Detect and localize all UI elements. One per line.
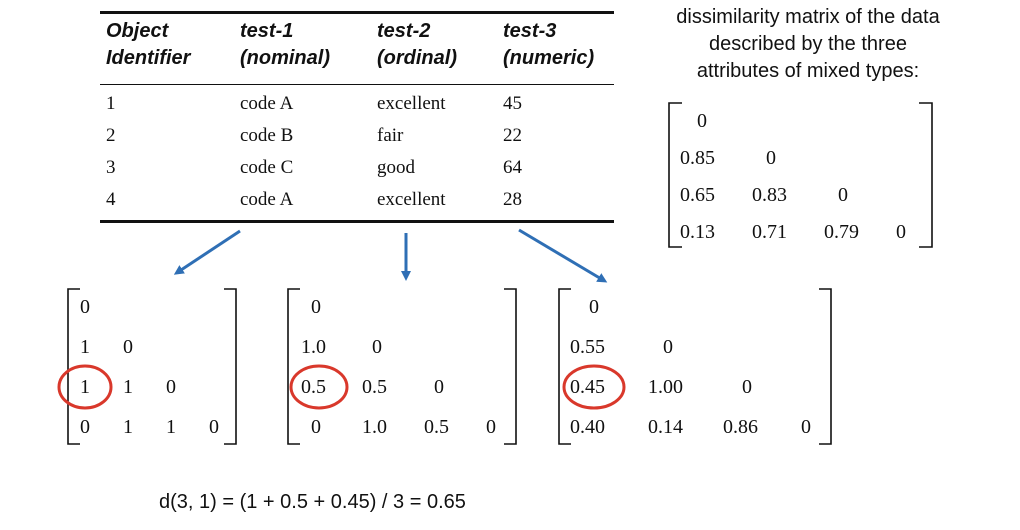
ordinal-matrix-entry: 0 — [372, 336, 382, 358]
nominal-matrix-entry: 0 — [209, 416, 219, 438]
overall-matrix-entry: 0.79 — [824, 221, 859, 243]
ordinal-matrix-entry: 0 — [311, 296, 321, 318]
table-cell: excellent — [377, 189, 446, 210]
numeric-matrix-entry: 0.40 — [570, 416, 605, 438]
ordinal-matrix-entry: 1.0 — [301, 336, 326, 358]
nominal-matrix-right-bracket — [224, 288, 237, 445]
overall-matrix-caption: dissimilarity matrix of the data describ… — [676, 6, 940, 82]
overall-matrix-entry: 0.13 — [680, 221, 715, 243]
overall-matrix-entry: 0.71 — [752, 221, 787, 243]
ordinal-matrix-entry: 0 — [311, 416, 321, 438]
table-cell: fair — [377, 125, 404, 146]
table-cell: 22 — [503, 125, 522, 146]
table-cell: 3 — [106, 157, 116, 178]
numeric-matrix-left-bracket — [558, 288, 571, 445]
ordinal-matrix-entry: 0 — [434, 376, 444, 398]
numeric-matrix-entry: 0 — [663, 336, 673, 358]
table-cell: code A — [240, 93, 294, 114]
nominal-matrix-entry: 0 — [166, 376, 176, 398]
table-header-rule — [100, 84, 614, 85]
overall-matrix-left-bracket — [668, 102, 682, 248]
arrow-to-nominal — [173, 229, 241, 275]
overall-matrix-entry: 0.85 — [680, 147, 715, 169]
table-cell: good — [377, 157, 415, 178]
table-cell: 2 — [106, 125, 116, 146]
numeric-matrix-entry: 1.00 — [648, 376, 683, 398]
nominal-matrix-entry: 0 — [80, 296, 90, 318]
overall-matrix-entry: 0 — [838, 184, 848, 206]
header-test-3: test-3 (numeric) — [503, 20, 595, 69]
overall-matrix-entry: 0.65 — [680, 184, 715, 206]
numeric-matrix-entry: 0.55 — [570, 336, 605, 358]
highlight-circle-ordinal — [289, 364, 349, 410]
table-cell: 4 — [106, 189, 116, 210]
table-bottom-rule — [100, 220, 614, 223]
numeric-matrix-entry: 0 — [589, 296, 599, 318]
nominal-matrix-entry: 1 — [123, 376, 133, 398]
nominal-matrix-entry: 1 — [80, 336, 90, 358]
table-top-rule — [100, 11, 614, 14]
numeric-matrix-entry: 0 — [801, 416, 811, 438]
overall-matrix-entry: 0 — [766, 147, 776, 169]
table-cell: code A — [240, 189, 294, 210]
header-test-2: test-2 (ordinal) — [377, 20, 457, 69]
nominal-matrix-entry: 0 — [123, 336, 133, 358]
nominal-matrix-entry: 1 — [123, 416, 133, 438]
numeric-matrix-entry: 0.14 — [648, 416, 683, 438]
numeric-matrix-right-bracket — [819, 288, 832, 445]
ordinal-matrix-entry: 0.5 — [301, 376, 326, 398]
nominal-matrix-left-bracket — [67, 288, 80, 445]
arrow-to-numeric — [518, 228, 608, 283]
overall-matrix-entry: 0 — [697, 110, 707, 132]
numeric-matrix-entry: 0 — [742, 376, 752, 398]
highlight-circle-nominal — [57, 364, 113, 410]
combined-dissimilarity-formula: d(3, 1) = (1 + 0.5 + 0.45) / 3 = 0.65 — [159, 491, 466, 513]
numeric-matrix-entry: 0.86 — [723, 416, 758, 438]
table-cell: 45 — [503, 93, 522, 114]
overall-matrix-entry: 0.83 — [752, 184, 787, 206]
table-cell: excellent — [377, 93, 446, 114]
ordinal-matrix-entry: 0.5 — [362, 376, 387, 398]
nominal-matrix-entry: 0 — [80, 416, 90, 438]
ordinal-matrix-entry: 0.5 — [424, 416, 449, 438]
overall-matrix-right-bracket — [919, 102, 933, 248]
ordinal-matrix-left-bracket — [287, 288, 300, 445]
ordinal-matrix-entry: 0 — [486, 416, 496, 438]
numeric-matrix-entry: 0.45 — [570, 376, 605, 398]
overall-matrix-entry: 0 — [896, 221, 906, 243]
table-cell: 28 — [503, 189, 522, 210]
header-test-1: test-1 (nominal) — [240, 20, 330, 69]
ordinal-matrix-entry: 1.0 — [362, 416, 387, 438]
highlight-circle-numeric — [562, 364, 626, 410]
table-cell: code B — [240, 125, 294, 146]
table-cell: 64 — [503, 157, 522, 178]
nominal-matrix-entry: 1 — [80, 376, 90, 398]
ordinal-matrix-right-bracket — [504, 288, 517, 445]
table-cell: 1 — [106, 93, 116, 114]
header-object-identifier: Object Identifier — [106, 20, 191, 69]
nominal-matrix-entry: 1 — [166, 416, 176, 438]
table-cell: code C — [240, 157, 294, 178]
